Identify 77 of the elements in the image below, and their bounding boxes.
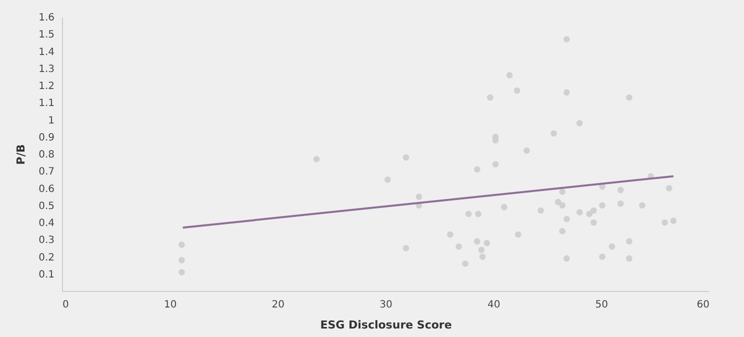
point (564, 36, 570, 42)
y-tick-label: 0.3 (38, 235, 54, 246)
point (447, 231, 454, 238)
x-axis-title: ESG Disclosure Score (320, 318, 452, 332)
point (500, 204, 508, 210)
point (576, 209, 583, 216)
point (590, 207, 597, 214)
x-tick-label: 50 (595, 300, 608, 310)
point (506, 72, 513, 78)
point (564, 89, 570, 96)
point (514, 87, 520, 94)
point (559, 188, 566, 195)
point (178, 269, 185, 276)
point (626, 238, 632, 244)
point (599, 254, 606, 260)
point (479, 254, 486, 260)
point (514, 231, 522, 238)
x-tick-label: 60 (696, 300, 710, 310)
point (492, 161, 499, 168)
point (178, 242, 185, 248)
y-tick-label: 0.5 (38, 200, 54, 212)
point (617, 186, 624, 194)
point (670, 218, 677, 224)
point (559, 202, 566, 209)
point (586, 210, 592, 218)
x-tick-label: 0 (62, 300, 69, 310)
point (608, 243, 616, 250)
y-tick-label: 0.6 (38, 184, 54, 195)
y-tick-label: 0.9 (38, 132, 54, 144)
y-tick-label: 1.6 (38, 12, 54, 24)
point (475, 210, 482, 218)
y-tick-label: 1.5 (38, 30, 54, 41)
y-tick-label: 1.2 (38, 81, 54, 92)
point (666, 185, 672, 192)
point (617, 200, 624, 207)
y-tick-label: 0.4 (38, 218, 54, 229)
point (538, 207, 544, 214)
point (564, 255, 570, 262)
x-tick-label: 10 (164, 300, 177, 310)
point (599, 202, 606, 209)
point (465, 210, 472, 218)
y-tick-label: 0.7 (38, 166, 54, 178)
y-axis-title: P/B (14, 144, 28, 165)
point (626, 255, 632, 262)
point (590, 219, 597, 226)
point (402, 245, 410, 252)
y-tick-label: 0.1 (38, 269, 54, 280)
y-tick-label: 1.1 (38, 98, 54, 110)
point (462, 260, 468, 267)
point (384, 176, 391, 183)
point (626, 94, 632, 101)
y-tick-label: 1.3 (38, 64, 54, 75)
y-tick-label: 0.8 (38, 150, 54, 160)
x-tick-label: 20 (272, 300, 285, 310)
point (416, 194, 422, 200)
point (550, 130, 557, 137)
point (313, 156, 320, 162)
point (486, 94, 494, 101)
y-tick-label: 1.4 (38, 46, 54, 58)
point (524, 147, 530, 154)
point (402, 154, 410, 161)
x-tick-label: 40 (487, 300, 500, 310)
point (559, 228, 566, 234)
point (554, 198, 562, 206)
x-tick-label: 30 (380, 300, 392, 310)
point (456, 243, 462, 250)
point (564, 216, 570, 222)
point (178, 257, 185, 264)
point (638, 202, 646, 209)
point (478, 246, 485, 254)
point (484, 240, 490, 246)
point (576, 120, 583, 126)
point (474, 238, 480, 244)
y-tick-label: 1 (48, 115, 54, 126)
point (662, 219, 668, 226)
y-tick-label: 0.2 (38, 252, 54, 264)
point (474, 166, 480, 173)
